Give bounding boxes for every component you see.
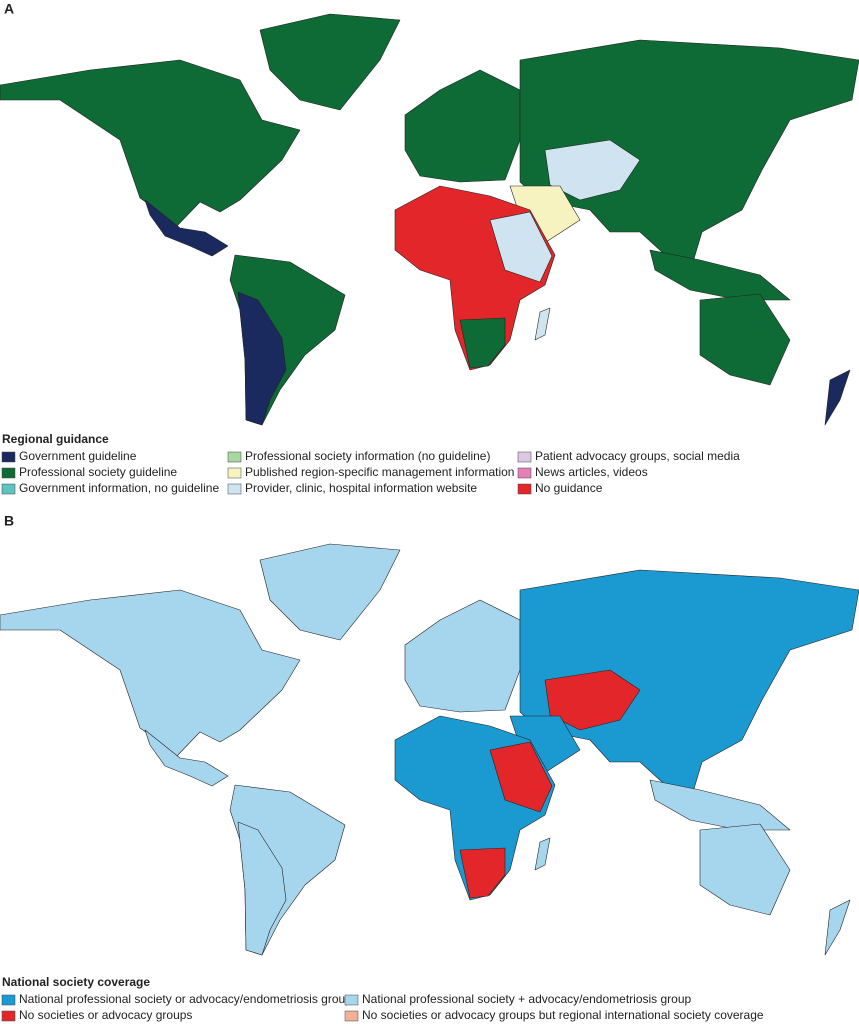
central-america [144, 199, 229, 257]
panel-label: A [4, 1, 14, 17]
new-zealand [824, 899, 851, 956]
legend-title: Regional guidance [2, 432, 109, 446]
legend-label: News articles, videos [535, 465, 648, 479]
legend-label: Provider, clinic, hospital information w… [245, 481, 477, 495]
legend-label: Professional society guideline [19, 465, 177, 479]
legend-swatch [344, 1010, 359, 1022]
southeast-asia [649, 779, 791, 831]
map-a [0, 13, 859, 426]
map-b [0, 543, 859, 956]
new-zealand [824, 369, 851, 426]
legend-swatch [344, 994, 359, 1006]
legend-label: Government guideline [19, 449, 137, 463]
legend-swatch [227, 483, 242, 495]
legend-swatch [517, 483, 532, 495]
greenland [259, 13, 401, 111]
legend-swatch [227, 451, 242, 463]
legend-label: No guidance [535, 481, 603, 495]
legend-label: Government information, no guideline [19, 481, 219, 495]
southern-africa [459, 317, 506, 369]
east-africa [489, 741, 553, 813]
legend-swatch [1, 1010, 16, 1022]
legend-swatch [517, 451, 532, 463]
legend-swatch [1, 994, 16, 1006]
legend-label: No societies or advocacy groups [19, 1008, 192, 1022]
legend-title: National society coverage [2, 975, 150, 989]
australia [699, 823, 791, 916]
panel-label: B [4, 513, 14, 529]
southern-cone [237, 291, 287, 426]
central-america [144, 729, 229, 787]
madagascar [534, 837, 551, 871]
legend-label: Professional society information (no gui… [245, 449, 490, 463]
north-america [0, 59, 301, 229]
legend-label: National professional society or advocac… [19, 992, 352, 1006]
legend-swatch [227, 467, 242, 479]
north-america [0, 589, 301, 759]
europe [404, 69, 521, 183]
east-africa [489, 211, 553, 283]
legend-label: National professional society + advocacy… [362, 992, 692, 1006]
greenland [259, 543, 401, 641]
australia [699, 293, 791, 386]
legend: Government guideline Professional society… [1, 449, 740, 495]
legend-swatch [517, 467, 532, 479]
europe [404, 599, 521, 713]
central-asia [544, 139, 641, 201]
legend: National professional society or advocac… [1, 992, 764, 1022]
southern-cone [237, 821, 287, 956]
legend-label: Patient advocacy groups, social media [535, 449, 740, 463]
southern-africa [459, 847, 506, 899]
legend-swatch [1, 483, 16, 495]
central-asia [544, 669, 641, 731]
legend-label: Published region-specific management inf… [245, 465, 514, 479]
madagascar [534, 307, 551, 341]
legend-label: No societies or advocacy groups but regi… [362, 1008, 764, 1022]
legend-swatch [1, 451, 16, 463]
southeast-asia [649, 249, 791, 301]
legend-swatch [1, 467, 16, 479]
